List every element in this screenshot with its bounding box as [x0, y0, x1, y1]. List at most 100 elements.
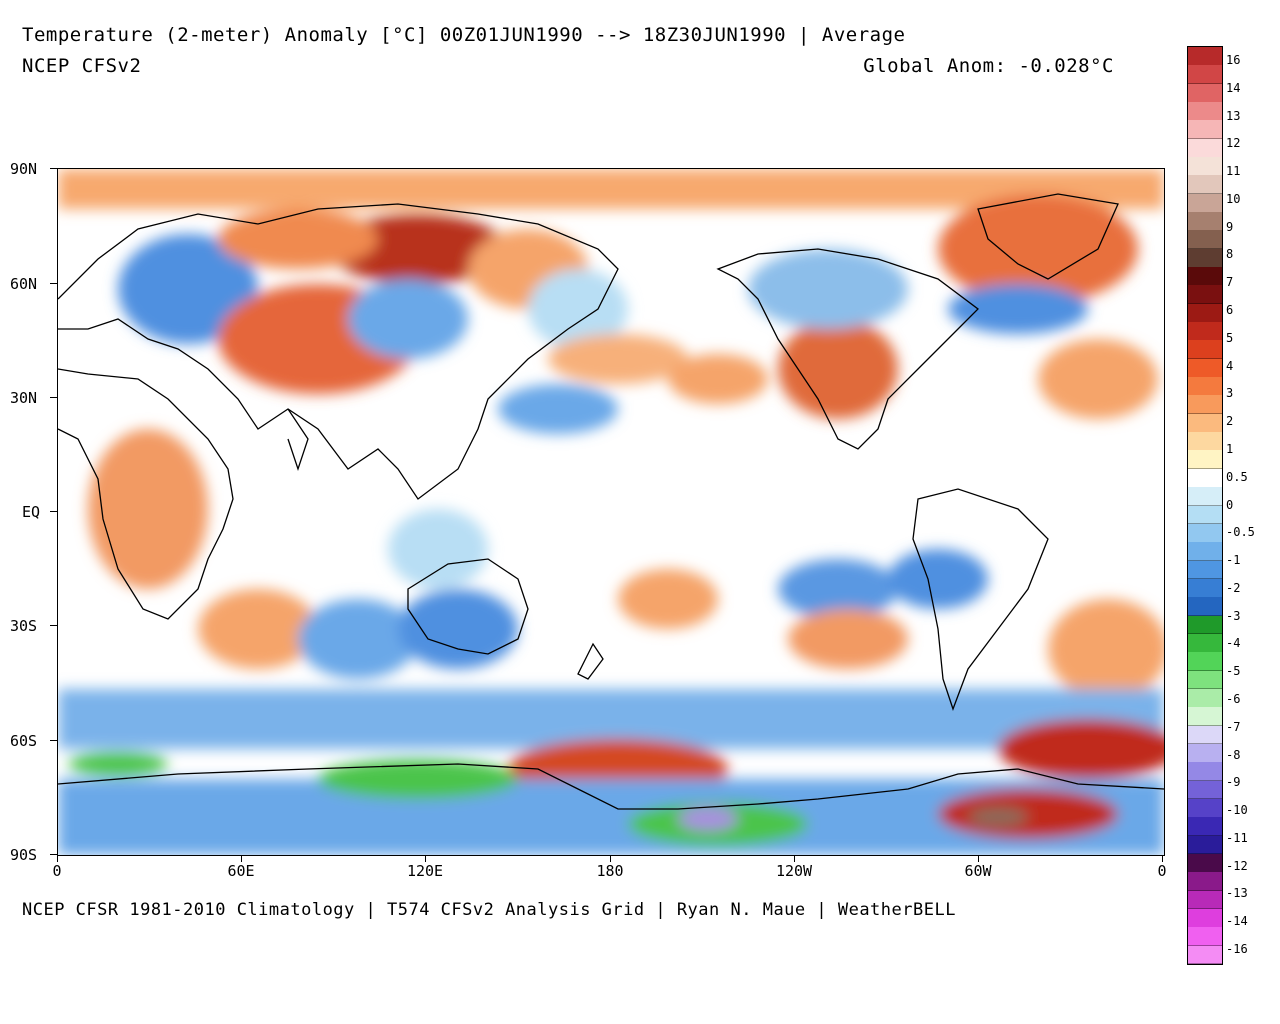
colorbar-cell — [1188, 615, 1222, 635]
colorbar-label: -5 — [1226, 664, 1241, 679]
lat-label: 90S — [10, 846, 38, 864]
lat-tick — [50, 397, 57, 398]
lon-tick — [57, 856, 58, 862]
colorbar-cell — [1188, 65, 1222, 85]
lat-label: 60S — [10, 732, 38, 750]
lon-label: 120W — [775, 862, 813, 880]
colorbar-label: 8 — [1226, 247, 1234, 262]
lat-label: EQ — [22, 503, 41, 521]
lon-tick — [241, 856, 242, 862]
colorbar-cell — [1188, 890, 1222, 910]
colorbar-label: -6 — [1226, 691, 1241, 706]
colorbar-cell — [1188, 450, 1222, 470]
colorbar-cell — [1188, 725, 1222, 745]
colorbar-label: 7 — [1226, 275, 1234, 290]
colorbar-label: 5 — [1226, 330, 1234, 345]
colorbar-label: -9 — [1226, 775, 1241, 790]
lon-tick — [794, 856, 795, 862]
colorbar-label: -7 — [1226, 719, 1241, 734]
colorbar-cell — [1188, 175, 1222, 195]
colorbar-cell — [1188, 487, 1222, 506]
colorbar-cell — [1188, 578, 1222, 598]
colorbar-cell — [1188, 432, 1222, 451]
colorbar — [1187, 46, 1223, 965]
colorbar-cell — [1188, 47, 1222, 66]
colorbar-label: -13 — [1226, 886, 1248, 901]
lon-label: 60E — [227, 862, 255, 880]
colorbar-cell — [1188, 652, 1222, 672]
colorbar-label: -12 — [1226, 858, 1248, 873]
colorbar-cell — [1188, 560, 1222, 580]
colorbar-label: 9 — [1226, 219, 1234, 234]
colorbar-cell — [1188, 542, 1222, 561]
colorbar-label: -11 — [1226, 830, 1248, 845]
global-anomaly: Global Anom: -0.028°C — [863, 55, 1114, 77]
colorbar-label: 16 — [1226, 53, 1241, 67]
lat-tick — [50, 740, 57, 741]
lon-tick — [978, 856, 979, 862]
colorbar-cell — [1188, 633, 1222, 653]
colorbar-cell — [1188, 817, 1222, 837]
lon-label: 0 — [1157, 862, 1167, 880]
lat-tick — [50, 854, 57, 855]
colorbar-label: 14 — [1226, 80, 1241, 95]
colorbar-cell — [1188, 377, 1222, 396]
lon-tick — [1162, 856, 1163, 862]
lat-tick — [50, 511, 57, 512]
colorbar-cell — [1188, 322, 1222, 341]
map-canvas — [58, 169, 1164, 855]
lon-label: 0 — [52, 862, 62, 880]
model-name: NCEP CFSv2 — [22, 55, 142, 77]
lat-label: 60N — [10, 275, 38, 293]
colorbar-cell — [1188, 83, 1222, 103]
colorbar-cell — [1188, 505, 1222, 525]
colorbar-cell — [1188, 945, 1222, 965]
colorbar-cell — [1188, 835, 1222, 855]
lon-label: 180 — [596, 862, 624, 880]
colorbar-label: -3 — [1226, 608, 1241, 623]
colorbar-cell — [1188, 193, 1222, 213]
colorbar-label: -10 — [1226, 803, 1248, 818]
colorbar-label: 10 — [1226, 191, 1241, 206]
colorbar-cell — [1188, 340, 1222, 360]
map-title: Temperature (2-meter) Anomaly [°C] 00Z01… — [22, 24, 906, 46]
colorbar-cell — [1188, 138, 1222, 158]
anomaly-map — [57, 168, 1165, 856]
colorbar-label: -4 — [1226, 636, 1241, 651]
colorbar-cell — [1188, 102, 1222, 121]
colorbar-cell — [1188, 798, 1222, 818]
lat-tick — [50, 283, 57, 284]
colorbar-cell — [1188, 872, 1222, 892]
colorbar-cell — [1188, 670, 1222, 690]
colorbar-label: -16 — [1226, 942, 1248, 956]
colorbar-cell — [1188, 468, 1222, 488]
colorbar-label: 0.5 — [1226, 469, 1248, 484]
colorbar-cell — [1188, 780, 1222, 800]
colorbar-cell — [1188, 248, 1222, 268]
colorbar-label: 3 — [1226, 386, 1234, 401]
colorbar-cell — [1188, 358, 1222, 378]
colorbar-label: 11 — [1226, 164, 1241, 179]
colorbar-cell — [1188, 743, 1222, 763]
colorbar-cell — [1188, 212, 1222, 231]
colorbar-label: 13 — [1226, 108, 1241, 123]
colorbar-label: 12 — [1226, 136, 1241, 151]
lon-label: 60W — [964, 862, 992, 880]
colorbar-cell — [1188, 688, 1222, 708]
colorbar-cell — [1188, 413, 1222, 433]
lat-label: 30S — [10, 617, 38, 635]
colorbar-label: 1 — [1226, 441, 1234, 456]
credit-line: NCEP CFSR 1981-2010 Climatology | T574 C… — [22, 900, 956, 920]
colorbar-label: 4 — [1226, 358, 1234, 373]
anomaly-fields — [58, 169, 1164, 855]
colorbar-label: 2 — [1226, 414, 1234, 429]
lon-tick — [425, 856, 426, 862]
colorbar-cell — [1188, 230, 1222, 250]
colorbar-label: 6 — [1226, 303, 1234, 318]
lon-tick — [610, 856, 611, 862]
colorbar-cell — [1188, 927, 1222, 947]
coastlines — [58, 193, 1164, 810]
colorbar-cell — [1188, 853, 1222, 873]
colorbar-cell — [1188, 707, 1222, 727]
colorbar-label: -1 — [1226, 553, 1241, 568]
